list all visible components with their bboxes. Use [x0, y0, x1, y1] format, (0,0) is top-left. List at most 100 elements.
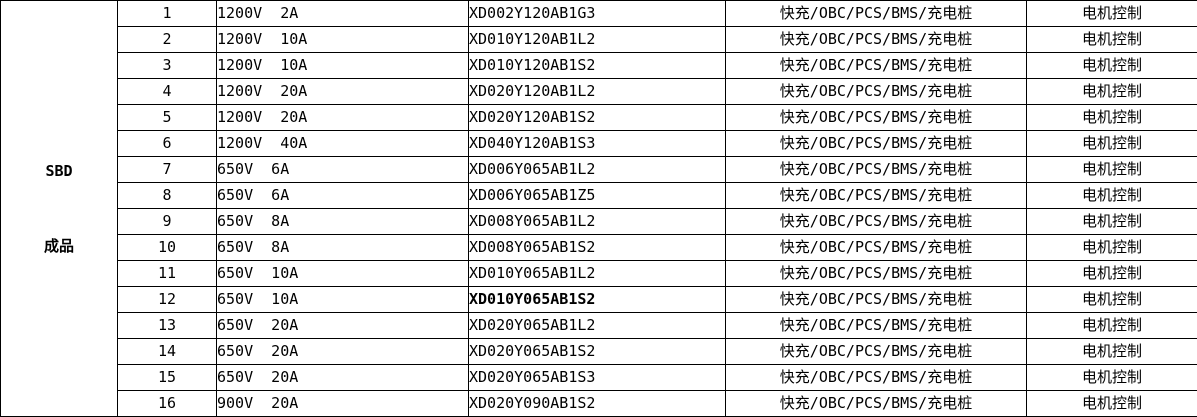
- part-number-cell: XD040Y120AB1S3: [468, 130, 726, 157]
- row-index-cell: 9: [117, 208, 217, 235]
- row-index-cell: 5: [117, 104, 217, 131]
- spec-cell: 1200V 20A: [216, 78, 469, 105]
- motor-control-cell: 电机控制: [1026, 260, 1197, 287]
- row-index-cell: 12: [117, 286, 217, 313]
- spec-cell: 650V 20A: [216, 312, 469, 339]
- spec-cell: 650V 20A: [216, 364, 469, 391]
- motor-control-cell: 电机控制: [1026, 0, 1197, 27]
- table-row: 15 650V 20A XD020Y065AB1S3 快充/OBC/PCS/BM…: [1, 364, 1197, 391]
- part-number-cell: XD008Y065AB1S2: [468, 234, 726, 261]
- applications-cell: 快充/OBC/PCS/BMS/充电桩: [725, 52, 1027, 79]
- table-row: 4 1200V 20A XD020Y120AB1L2 快充/OBC/PCS/BM…: [1, 78, 1197, 105]
- row-index-cell: 10: [117, 234, 217, 261]
- part-number-cell: XD010Y065AB1S2: [468, 286, 726, 313]
- row-index-cell: 15: [117, 364, 217, 391]
- table-row: 12 650V 10A XD010Y065AB1S2 快充/OBC/PCS/BM…: [1, 286, 1197, 313]
- part-number-cell: XD006Y065AB1L2: [468, 156, 726, 183]
- row-index-cell: 1: [117, 0, 217, 27]
- table-row: 6 1200V 40A XD040Y120AB1S3 快充/OBC/PCS/BM…: [1, 130, 1197, 157]
- spec-cell: 650V 10A: [216, 286, 469, 313]
- row-index-cell: 13: [117, 312, 217, 339]
- table-row: 7 650V 6A XD006Y065AB1L2 快充/OBC/PCS/BMS/…: [1, 156, 1197, 183]
- applications-cell: 快充/OBC/PCS/BMS/充电桩: [725, 26, 1027, 53]
- motor-control-cell: 电机控制: [1026, 130, 1197, 157]
- row-index-cell: 3: [117, 52, 217, 79]
- row-index-cell: 11: [117, 260, 217, 287]
- row-index-cell: 14: [117, 338, 217, 365]
- table-row: 14 650V 20A XD020Y065AB1S2 快充/OBC/PCS/BM…: [1, 338, 1197, 365]
- spec-cell: 650V 6A: [216, 182, 469, 209]
- part-number-cell: XD020Y065AB1S3: [468, 364, 726, 391]
- part-number-cell: XD020Y065AB1S2: [468, 338, 726, 365]
- applications-cell: 快充/OBC/PCS/BMS/充电桩: [725, 364, 1027, 391]
- row-index-cell: 16: [117, 390, 217, 417]
- row-index-cell: 6: [117, 130, 217, 157]
- motor-control-cell: 电机控制: [1026, 156, 1197, 183]
- part-number-cell: XD010Y120AB1S2: [468, 52, 726, 79]
- category-cell: SBD 成品: [0, 0, 118, 417]
- applications-cell: 快充/OBC/PCS/BMS/充电桩: [725, 130, 1027, 157]
- motor-control-cell: 电机控制: [1026, 312, 1197, 339]
- table-row: 9 650V 8A XD008Y065AB1L2 快充/OBC/PCS/BMS/…: [1, 208, 1197, 235]
- spec-cell: 1200V 10A: [216, 52, 469, 79]
- table-row: 10 650V 8A XD008Y065AB1S2 快充/OBC/PCS/BMS…: [1, 234, 1197, 261]
- part-number-cell: XD020Y090AB1S2: [468, 390, 726, 417]
- applications-cell: 快充/OBC/PCS/BMS/充电桩: [725, 286, 1027, 313]
- spec-cell: 1200V 40A: [216, 130, 469, 157]
- applications-cell: 快充/OBC/PCS/BMS/充电桩: [725, 78, 1027, 105]
- motor-control-cell: 电机控制: [1026, 26, 1197, 53]
- motor-control-cell: 电机控制: [1026, 286, 1197, 313]
- motor-control-cell: 电机控制: [1026, 364, 1197, 391]
- motor-control-cell: 电机控制: [1026, 208, 1197, 235]
- spec-cell: 650V 10A: [216, 260, 469, 287]
- part-number-cell: XD002Y120AB1G3: [468, 0, 726, 27]
- spec-cell: 650V 6A: [216, 156, 469, 183]
- motor-control-cell: 电机控制: [1026, 182, 1197, 209]
- motor-control-cell: 电机控制: [1026, 234, 1197, 261]
- table-row: 8 650V 6A XD006Y065AB1Z5 快充/OBC/PCS/BMS/…: [1, 182, 1197, 209]
- applications-cell: 快充/OBC/PCS/BMS/充电桩: [725, 234, 1027, 261]
- spec-cell: 900V 20A: [216, 390, 469, 417]
- spec-cell: 650V 8A: [216, 208, 469, 235]
- part-number-cell: XD010Y120AB1L2: [468, 26, 726, 53]
- table-row: 11 650V 10A XD010Y065AB1L2 快充/OBC/PCS/BM…: [1, 260, 1197, 287]
- spec-cell: 1200V 20A: [216, 104, 469, 131]
- part-number-cell: XD008Y065AB1L2: [468, 208, 726, 235]
- table-row: 16 900V 20A XD020Y090AB1S2 快充/OBC/PCS/BM…: [1, 390, 1197, 417]
- part-number-cell: XD020Y120AB1L2: [468, 78, 726, 105]
- applications-cell: 快充/OBC/PCS/BMS/充电桩: [725, 208, 1027, 235]
- spec-cell: 1200V 10A: [216, 26, 469, 53]
- part-number-cell: XD006Y065AB1Z5: [468, 182, 726, 209]
- table-row: 5 1200V 20A XD020Y120AB1S2 快充/OBC/PCS/BM…: [1, 104, 1197, 131]
- motor-control-cell: 电机控制: [1026, 104, 1197, 131]
- category-line2: 成品: [43, 236, 74, 255]
- spec-cell: 650V 20A: [216, 338, 469, 365]
- part-number-cell: XD010Y065AB1L2: [468, 260, 726, 287]
- category-line1: SBD: [45, 161, 73, 180]
- part-number-cell: XD020Y065AB1L2: [468, 312, 726, 339]
- motor-control-cell: 电机控制: [1026, 390, 1197, 417]
- table-row: 3 1200V 10A XD010Y120AB1S2 快充/OBC/PCS/BM…: [1, 52, 1197, 79]
- row-index-cell: 8: [117, 182, 217, 209]
- table-row: 2 1200V 10A XD010Y120AB1L2 快充/OBC/PCS/BM…: [1, 26, 1197, 53]
- spec-cell: 650V 8A: [216, 234, 469, 261]
- applications-cell: 快充/OBC/PCS/BMS/充电桩: [725, 260, 1027, 287]
- row-index-cell: 2: [117, 26, 217, 53]
- applications-cell: 快充/OBC/PCS/BMS/充电桩: [725, 182, 1027, 209]
- motor-control-cell: 电机控制: [1026, 52, 1197, 79]
- applications-cell: 快充/OBC/PCS/BMS/充电桩: [725, 0, 1027, 27]
- table-row: 13 650V 20A XD020Y065AB1L2 快充/OBC/PCS/BM…: [1, 312, 1197, 339]
- row-index-cell: 7: [117, 156, 217, 183]
- applications-cell: 快充/OBC/PCS/BMS/充电桩: [725, 312, 1027, 339]
- motor-control-cell: 电机控制: [1026, 78, 1197, 105]
- row-index-cell: 4: [117, 78, 217, 105]
- applications-cell: 快充/OBC/PCS/BMS/充电桩: [725, 338, 1027, 365]
- part-number-cell: XD020Y120AB1S2: [468, 104, 726, 131]
- applications-cell: 快充/OBC/PCS/BMS/充电桩: [725, 104, 1027, 131]
- applications-cell: 快充/OBC/PCS/BMS/充电桩: [725, 156, 1027, 183]
- applications-cell: 快充/OBC/PCS/BMS/充电桩: [725, 390, 1027, 417]
- spec-cell: 1200V 2A: [216, 0, 469, 27]
